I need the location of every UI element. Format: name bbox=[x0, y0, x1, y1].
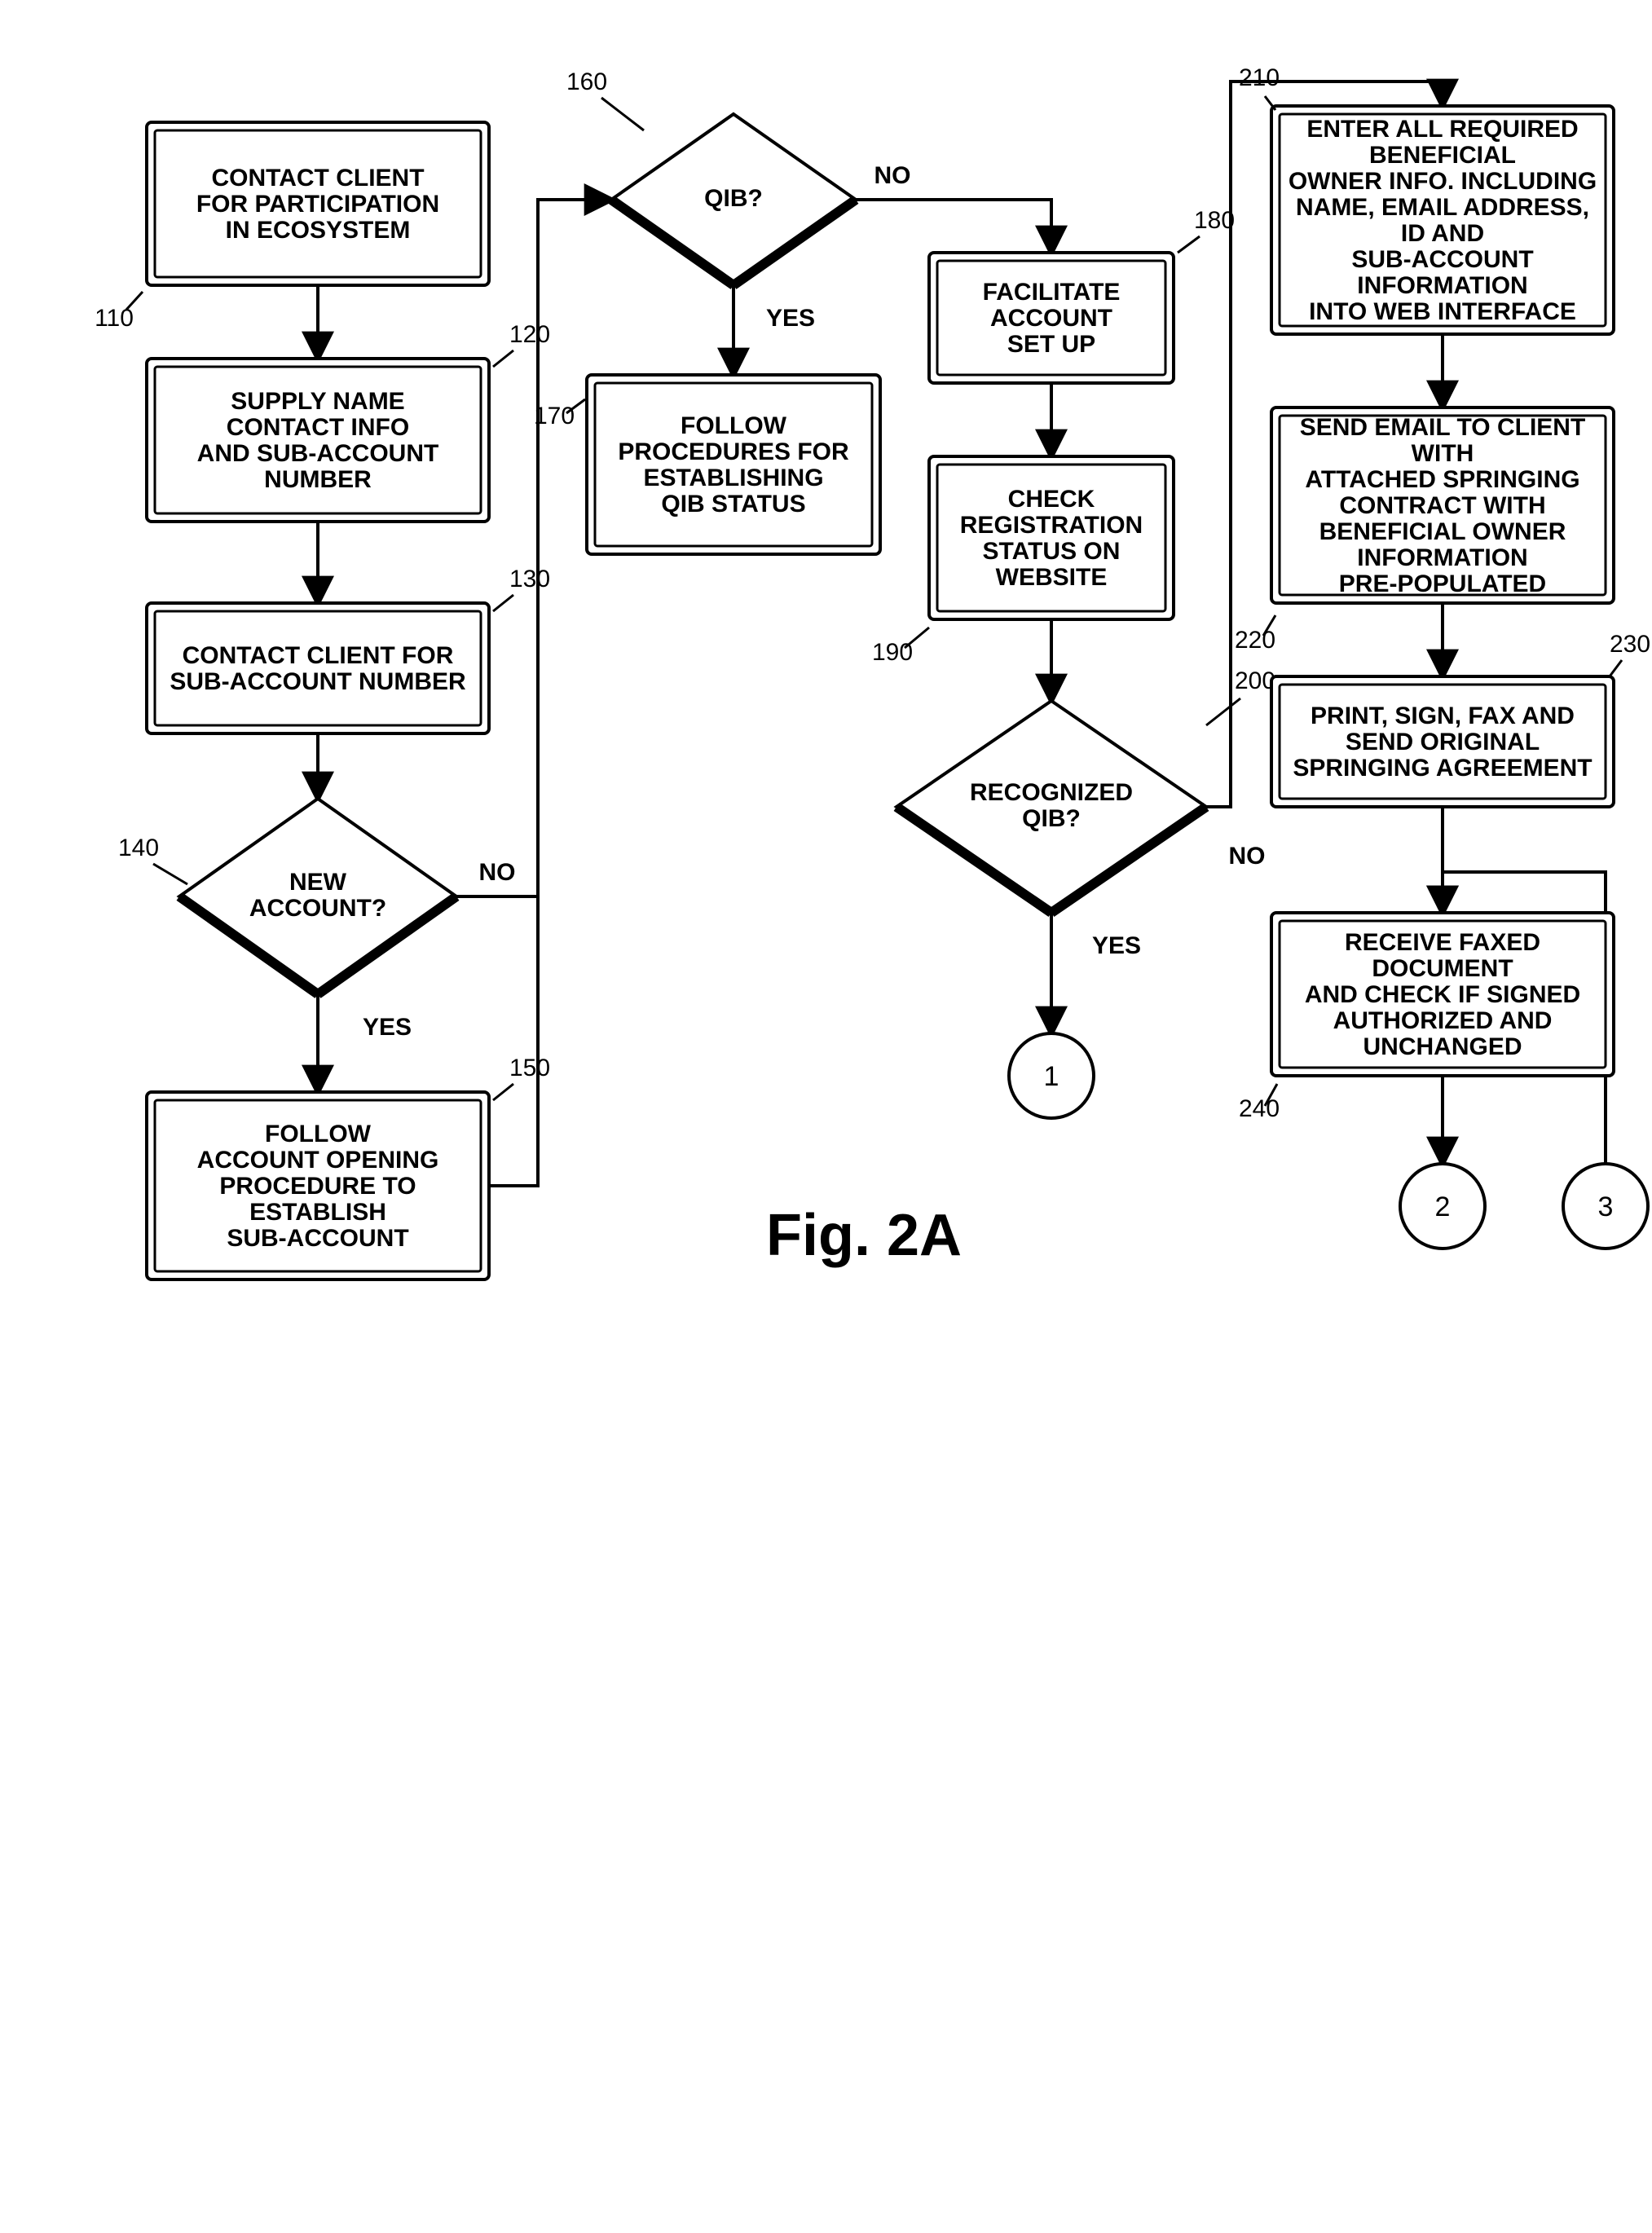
process-n170: FOLLOWPROCEDURES FORESTABLISHINGQIB STAT… bbox=[534, 375, 880, 554]
ref-230: 230 bbox=[1610, 631, 1650, 658]
ref-200: 200 bbox=[1235, 667, 1275, 694]
ref-170: 170 bbox=[534, 403, 575, 429]
process-n190: CHECKREGISTRATIONSTATUS ONWEBSITE190 bbox=[872, 456, 1174, 666]
decision-n200: RECOGNIZEDQIB?YESNO200 bbox=[896, 667, 1275, 959]
process-text-n130: CONTACT CLIENT FORSUB-ACCOUNT NUMBER bbox=[170, 642, 466, 695]
edge-n160-n180 bbox=[856, 200, 1051, 253]
connector-c2: 2 bbox=[1400, 1164, 1485, 1249]
ref-160: 160 bbox=[566, 68, 607, 95]
yes-label: YES bbox=[363, 1014, 412, 1041]
no-label: NO bbox=[479, 859, 516, 886]
ref-140: 140 bbox=[118, 835, 159, 861]
ref-120: 120 bbox=[509, 321, 550, 348]
ref-150: 150 bbox=[509, 1055, 550, 1081]
process-n240: RECEIVE FAXEDDOCUMENTAND CHECK IF SIGNED… bbox=[1239, 913, 1614, 1122]
ref-240: 240 bbox=[1239, 1095, 1280, 1122]
connector-label: 3 bbox=[1598, 1191, 1614, 1222]
nodes: CONTACT CLIENTFOR PARTICIPATIONIN ECOSYS… bbox=[95, 64, 1650, 1279]
process-n180: FACILITATEACCOUNTSET UP180 bbox=[929, 207, 1235, 383]
ref-130: 130 bbox=[509, 566, 550, 592]
ref-190: 190 bbox=[872, 639, 913, 666]
no-label: NO bbox=[874, 162, 911, 189]
figure-label: Fig. 2A bbox=[766, 1203, 962, 1268]
process-n220: SEND EMAIL TO CLIENTWITHATTACHED SPRINGI… bbox=[1235, 407, 1614, 654]
connector-label: 2 bbox=[1435, 1191, 1451, 1222]
process-n110: CONTACT CLIENTFOR PARTICIPATIONIN ECOSYS… bbox=[95, 122, 489, 332]
connector-c3: 3 bbox=[1563, 1164, 1648, 1249]
connector-c1: 1 bbox=[1009, 1033, 1094, 1118]
yes-label: YES bbox=[766, 305, 815, 332]
no-label: NO bbox=[1229, 843, 1266, 870]
process-text-n110: CONTACT CLIENTFOR PARTICIPATIONIN ECOSYS… bbox=[196, 165, 439, 244]
connector-label: 1 bbox=[1044, 1061, 1059, 1092]
process-n150: FOLLOWACCOUNT OPENINGPROCEDURE TOESTABLI… bbox=[147, 1055, 550, 1279]
process-n230: PRINT, SIGN, FAX ANDSEND ORIGINALSPRINGI… bbox=[1271, 631, 1650, 807]
ref-220: 220 bbox=[1235, 627, 1275, 654]
yes-label: YES bbox=[1092, 932, 1141, 959]
process-n120: SUPPLY NAMECONTACT INFOAND SUB-ACCOUNTNU… bbox=[147, 321, 550, 522]
ref-210: 210 bbox=[1239, 64, 1280, 91]
process-n210: ENTER ALL REQUIREDBENEFICIALOWNER INFO. … bbox=[1239, 64, 1614, 334]
decision-text-n160: QIB? bbox=[704, 185, 763, 212]
edge-n150-n160 bbox=[489, 896, 538, 1186]
flowchart-fig-2a: CONTACT CLIENTFOR PARTICIPATIONIN ECOSYS… bbox=[0, 0, 1652, 2233]
ref-180: 180 bbox=[1194, 207, 1235, 234]
process-n130: CONTACT CLIENT FORSUB-ACCOUNT NUMBER 130 bbox=[147, 566, 550, 733]
